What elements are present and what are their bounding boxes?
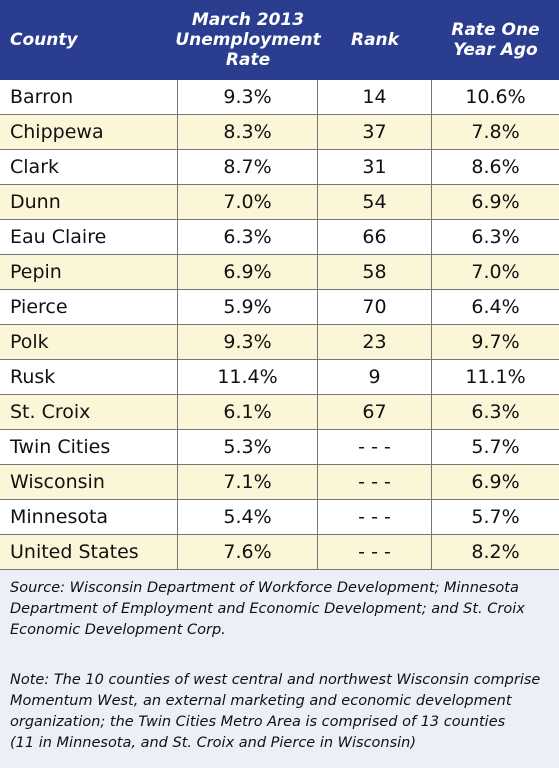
source-line: Department of Employment and Economic De… — [10, 601, 525, 617]
table-cell: - - - — [318, 535, 432, 569]
header-text: March 2013 — [191, 10, 305, 30]
table-row: Rusk 11.4% 9 11.1% — [0, 360, 559, 395]
table-cell: 6.3% — [471, 401, 520, 423]
table-cell: 6.3% — [471, 226, 520, 248]
table-cell: 8.3% — [178, 115, 318, 149]
header-cell: County — [0, 0, 178, 80]
table-cell: 8.2% — [471, 541, 520, 563]
table-row: Dunn 7.0% 54 6.9% — [0, 185, 559, 220]
table-row: Pepin 6.9% 58 7.0% — [0, 255, 559, 290]
table-cell: 11.4% — [178, 360, 318, 394]
table-cell: 23 — [318, 325, 432, 359]
footnotes: Source: Wisconsin Department of Workforc… — [0, 570, 559, 768]
table-cell: 6.9% — [178, 255, 318, 289]
table-cell: 5.4% — [178, 500, 318, 534]
table-cell: Polk — [0, 325, 178, 359]
table-cell: 7.8% — [471, 121, 520, 143]
table-cell: 58 — [318, 255, 432, 289]
note-line: (11 in Minnesota, and St. Croix and Pier… — [10, 735, 417, 751]
table-cell: Chippewa — [0, 115, 178, 149]
table-cell: 5.3% — [178, 430, 318, 464]
table-row: Pierce 5.9% 70 6.4% — [0, 290, 559, 325]
table-cell: 5.7% — [471, 506, 520, 528]
table-cell: 5.9% — [178, 290, 318, 324]
table-row: Minnesota 5.4% - - - 5.7% — [0, 500, 559, 535]
table-cell: Pierce — [0, 290, 178, 324]
table-cell: Dunn — [0, 185, 178, 219]
table-row: Clark 8.7% 31 8.6% — [0, 150, 559, 185]
source-line: Economic Development Corp. — [10, 622, 226, 638]
header-text: Rate One — [451, 20, 540, 40]
table-cell: Minnesota — [0, 500, 178, 534]
table-row: Barron 9.3% 14 10.6% — [0, 80, 559, 115]
table-cell: 8.6% — [471, 156, 520, 178]
table-cell: Rusk — [0, 360, 178, 394]
table-cell: - - - — [318, 465, 432, 499]
table-cell: 54 — [318, 185, 432, 219]
note-line: organization; the Twin Cities Metro Area… — [10, 714, 506, 730]
table-cell: 7.0% — [471, 261, 520, 283]
header-cell: March 2013 Unemployment Rate — [175, 0, 321, 80]
table-cell: 9.7% — [471, 331, 520, 353]
table-cell: 7.0% — [178, 185, 318, 219]
header-text: Rate — [225, 50, 271, 70]
table-cell: Pepin — [0, 255, 178, 289]
header-cell: Rate One Year Ago — [432, 0, 559, 80]
table-row: Polk 9.3% 23 9.7% — [0, 325, 559, 360]
table-cell: 6.9% — [471, 471, 520, 493]
table-cell: 14 — [318, 80, 432, 114]
table-cell: St. Croix — [0, 395, 178, 429]
table-header: County March 2013 Unemployment Rate Rank Rate… — [0, 0, 559, 80]
table-cell: 9.3% — [178, 80, 318, 114]
table-cell: 6.1% — [178, 395, 318, 429]
table-cell: 10.6% — [465, 86, 526, 108]
note-line: Note: The 10 counties of west central an… — [10, 672, 541, 688]
table-cell: 6.9% — [471, 191, 520, 213]
table-cell: 9 — [318, 360, 432, 394]
table-cell: Twin Cities — [0, 430, 178, 464]
table-cell: - - - — [318, 500, 432, 534]
table-cell: 7.6% — [178, 535, 318, 569]
table-cell: 37 — [318, 115, 432, 149]
table-row: Twin Cities 5.3% - - - 5.7% — [0, 430, 559, 465]
table-cell: 31 — [318, 150, 432, 184]
table-cell: 6.3% — [178, 220, 318, 254]
note-line: Momentum West, an external marketing and… — [10, 693, 512, 709]
table-row: Wisconsin 7.1% - - - 6.9% — [0, 465, 559, 500]
table-cell: 11.1% — [465, 366, 526, 388]
table-cell: 5.7% — [471, 436, 520, 458]
table-cell: 6.4% — [471, 296, 520, 318]
header-text: Year Ago — [453, 40, 538, 60]
table-cell: 67 — [318, 395, 432, 429]
table-cell: Clark — [0, 150, 178, 184]
table-cell: - - - — [318, 430, 432, 464]
table-cell: Barron — [0, 80, 178, 114]
table-cell: 9.3% — [178, 325, 318, 359]
header-text: Unemployment — [175, 30, 321, 50]
header-text: County — [10, 30, 78, 50]
table-row: Chippewa 8.3% 37 7.8% — [0, 115, 559, 150]
table-cell: 66 — [318, 220, 432, 254]
header-text: Rank — [351, 30, 399, 50]
table-cell: Eau Claire — [0, 220, 178, 254]
source-line: Source: Wisconsin Department of Workforc… — [10, 580, 519, 596]
table-cell: 70 — [318, 290, 432, 324]
header-cell: Rank — [318, 0, 432, 80]
table-row: United States 7.6% - - - 8.2% — [0, 535, 559, 570]
table-cell: 7.1% — [178, 465, 318, 499]
table-cell: United States — [0, 535, 178, 569]
table-row: Eau Claire 6.3% 66 6.3% — [0, 220, 559, 255]
table-cell: Wisconsin — [0, 465, 178, 499]
table-cell: 8.7% — [178, 150, 318, 184]
table-row: St. Croix 6.1% 67 6.3% — [0, 395, 559, 430]
